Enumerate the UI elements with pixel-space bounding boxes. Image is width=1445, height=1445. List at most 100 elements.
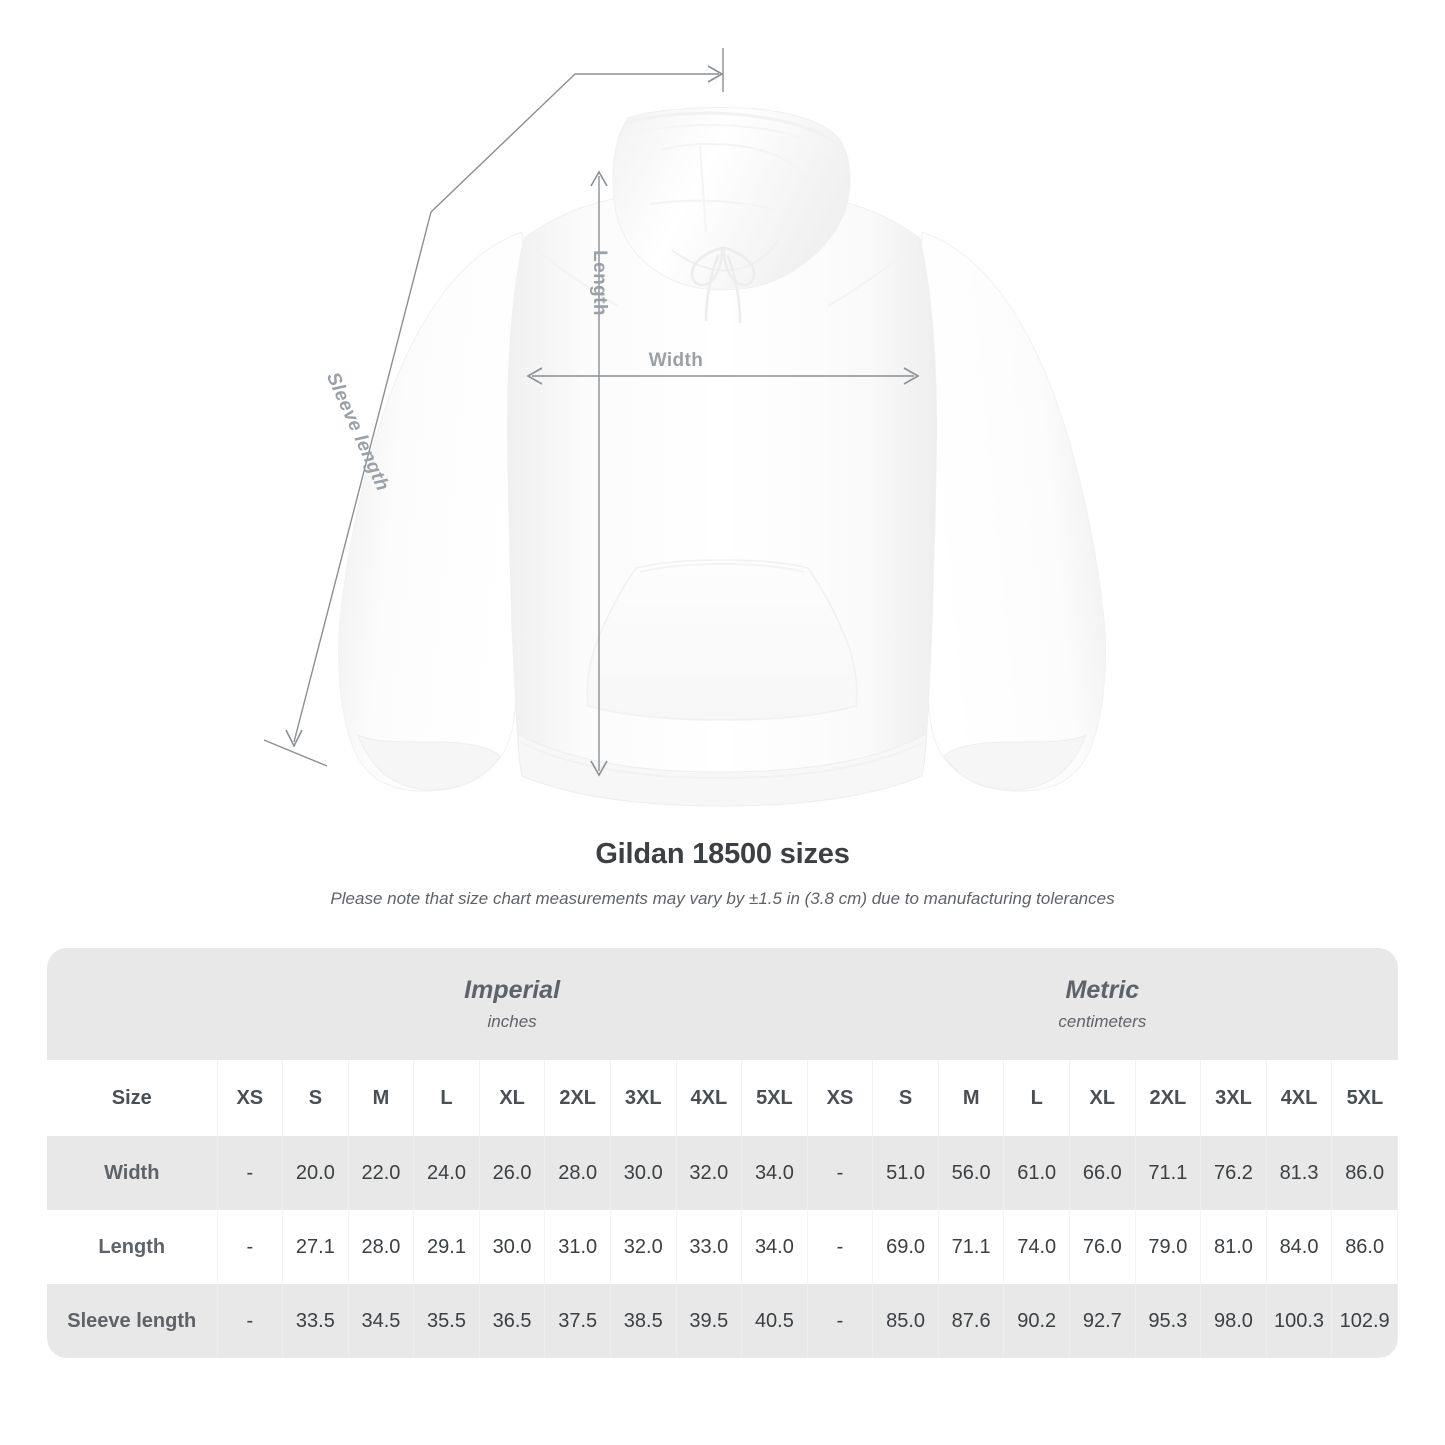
size-chart-table-wrapper: Imperial inches Metric centimeters Size XS S M L… [47,948,1398,1358]
size-header-imperial-m: M [348,1060,415,1136]
table-row: Length -27.1 28.0 29.1 30.0 31.0 32.0 33.0 34.0-… [47,1210,1398,1284]
cell-metric-m: 71.1 [938,1210,1005,1284]
cell-metric-4xl: 100.3 [1266,1284,1333,1358]
cell-imperial-2xl: 28.0 [544,1136,611,1210]
unit-name: Imperial [464,976,561,1004]
cell-imperial-5xl: 34.0 [741,1136,808,1210]
cell-metric-m: 56.0 [938,1136,1005,1210]
cell-metric-s: 51.0 [872,1136,939,1210]
cell-imperial-l: 29.1 [413,1210,480,1284]
size-header-imperial-3xl: 3XL [610,1060,677,1136]
size-column-header: Size [47,1060,218,1136]
cell-metric-2xl: 71.1 [1135,1136,1202,1210]
size-header-imperial-2xl: 2XL [544,1060,611,1136]
cell-imperial-s: 27.1 [282,1210,349,1284]
size-header-imperial-xs: XS [217,1060,284,1136]
size-chart-table: Imperial inches Metric centimeters Size XS S M L… [47,948,1398,1358]
size-header-metric-4xl: 4XL [1266,1060,1333,1136]
size-header-metric-5xl: 5XL [1331,1060,1398,1136]
cell-metric-xl: 92.7 [1069,1284,1136,1358]
row-label-length: Length [47,1210,218,1284]
table-row: Sleeve length -33.5 34.5 35.5 36.5 37.5 38.5 39… [47,1284,1398,1358]
cell-imperial-xs: - [217,1284,284,1358]
cell-imperial-xs: - [217,1210,284,1284]
cell-imperial-s: 20.0 [282,1136,349,1210]
cell-metric-xs: - [807,1284,874,1358]
cell-metric-m: 87.6 [938,1284,1005,1358]
cell-imperial-s: 33.5 [282,1284,349,1358]
unit-subtitle: inches [487,1012,537,1031]
cell-imperial-4xl: 39.5 [676,1284,743,1358]
size-header-metric-s: S [872,1060,939,1136]
cell-imperial-m: 28.0 [348,1210,415,1284]
tolerance-note: Please note that size chart measurements… [330,889,1115,908]
cell-imperial-3xl: 30.0 [610,1136,677,1210]
cell-metric-l: 61.0 [1003,1136,1071,1210]
table-row: Width -20.0 22.0 24.0 26.0 28.0 30.0 32.0 34.0-5… [47,1136,1398,1210]
size-header-imperial-5xl: 5XL [741,1060,808,1136]
cell-imperial-l: 24.0 [413,1136,480,1210]
cell-metric-s: 69.0 [872,1210,939,1284]
cell-imperial-xl: 26.0 [479,1136,546,1210]
unit-subtitle: centimeters [1058,1012,1147,1031]
size-header-metric-xl: XL [1069,1060,1136,1136]
cell-imperial-2xl: 31.0 [544,1210,611,1284]
cell-metric-2xl: 95.3 [1135,1284,1202,1358]
size-header-metric-3xl: 3XL [1200,1060,1267,1136]
size-header-metric-xs: XS [807,1060,874,1136]
cell-metric-3xl: 81.0 [1200,1210,1267,1284]
sleeve-length-dimension-line [263,48,724,767]
cell-metric-xl: 66.0 [1069,1136,1136,1210]
cell-metric-l: 90.2 [1003,1284,1071,1358]
row-label-width: Width [47,1136,218,1210]
cell-metric-5xl: 86.0 [1331,1210,1398,1284]
cell-metric-xs: - [807,1210,874,1284]
cell-metric-xl: 76.0 [1069,1210,1136,1284]
page-title: Gildan 18500 sizes [595,838,850,870]
row-label-sleeve-length: Sleeve length [47,1284,218,1358]
length-dimension-arrow [590,170,608,777]
measurement-lines [263,48,920,777]
size-header-row: Size XS S M L XL 2XL 3XL 4XL 5XL XS S M L XL 2XL 3XL 4XL 5… [47,1060,1398,1136]
cell-imperial-4xl: 32.0 [676,1136,743,1210]
cell-imperial-3xl: 38.5 [610,1284,677,1358]
cell-imperial-xs: - [217,1136,284,1210]
unit-row-spacer [47,948,217,1060]
cell-imperial-5xl: 34.0 [741,1210,808,1284]
cell-imperial-xl: 30.0 [479,1210,546,1284]
length-dimension-label: Length [589,250,610,316]
product-diagram: Length Width Sleeve length [263,48,1106,807]
cell-metric-4xl: 84.0 [1266,1210,1333,1284]
size-header-metric-2xl: 2XL [1135,1060,1202,1136]
cell-imperial-3xl: 32.0 [610,1210,677,1284]
size-header-imperial-s: S [282,1060,349,1136]
unit-header-metric: Metric centimeters [807,948,1398,1060]
hoodie-illustration-svg [263,48,1106,807]
cell-metric-5xl: 102.9 [1331,1284,1398,1358]
drawstring-bow [690,246,756,324]
title-block: Gildan 18500 sizes Please note that size… [0,838,1445,909]
cell-metric-s: 85.0 [872,1284,939,1358]
size-header-metric-l: L [1003,1060,1071,1136]
cell-imperial-l: 35.5 [413,1284,480,1358]
cell-imperial-m: 22.0 [348,1136,415,1210]
cell-imperial-4xl: 33.0 [676,1210,743,1284]
cell-metric-4xl: 81.3 [1266,1136,1333,1210]
size-header-imperial-l: L [413,1060,480,1136]
unit-header-imperial: Imperial inches [217,948,808,1060]
size-header-imperial-4xl: 4XL [676,1060,743,1136]
cell-imperial-xl: 36.5 [479,1284,546,1358]
cell-imperial-5xl: 40.5 [741,1284,808,1358]
width-dimension-label: Width [648,350,704,371]
cell-metric-2xl: 79.0 [1135,1210,1202,1284]
cell-metric-5xl: 86.0 [1331,1136,1398,1210]
cell-imperial-2xl: 37.5 [544,1284,611,1358]
unit-name: Metric [1065,976,1140,1004]
hoodie-graphic [338,106,1106,807]
width-dimension-arrow [526,367,920,385]
cell-metric-3xl: 98.0 [1200,1284,1267,1358]
cell-imperial-m: 34.5 [348,1284,415,1358]
cell-metric-3xl: 76.2 [1200,1136,1267,1210]
size-header-metric-m: M [938,1060,1005,1136]
size-header-imperial-xl: XL [479,1060,546,1136]
